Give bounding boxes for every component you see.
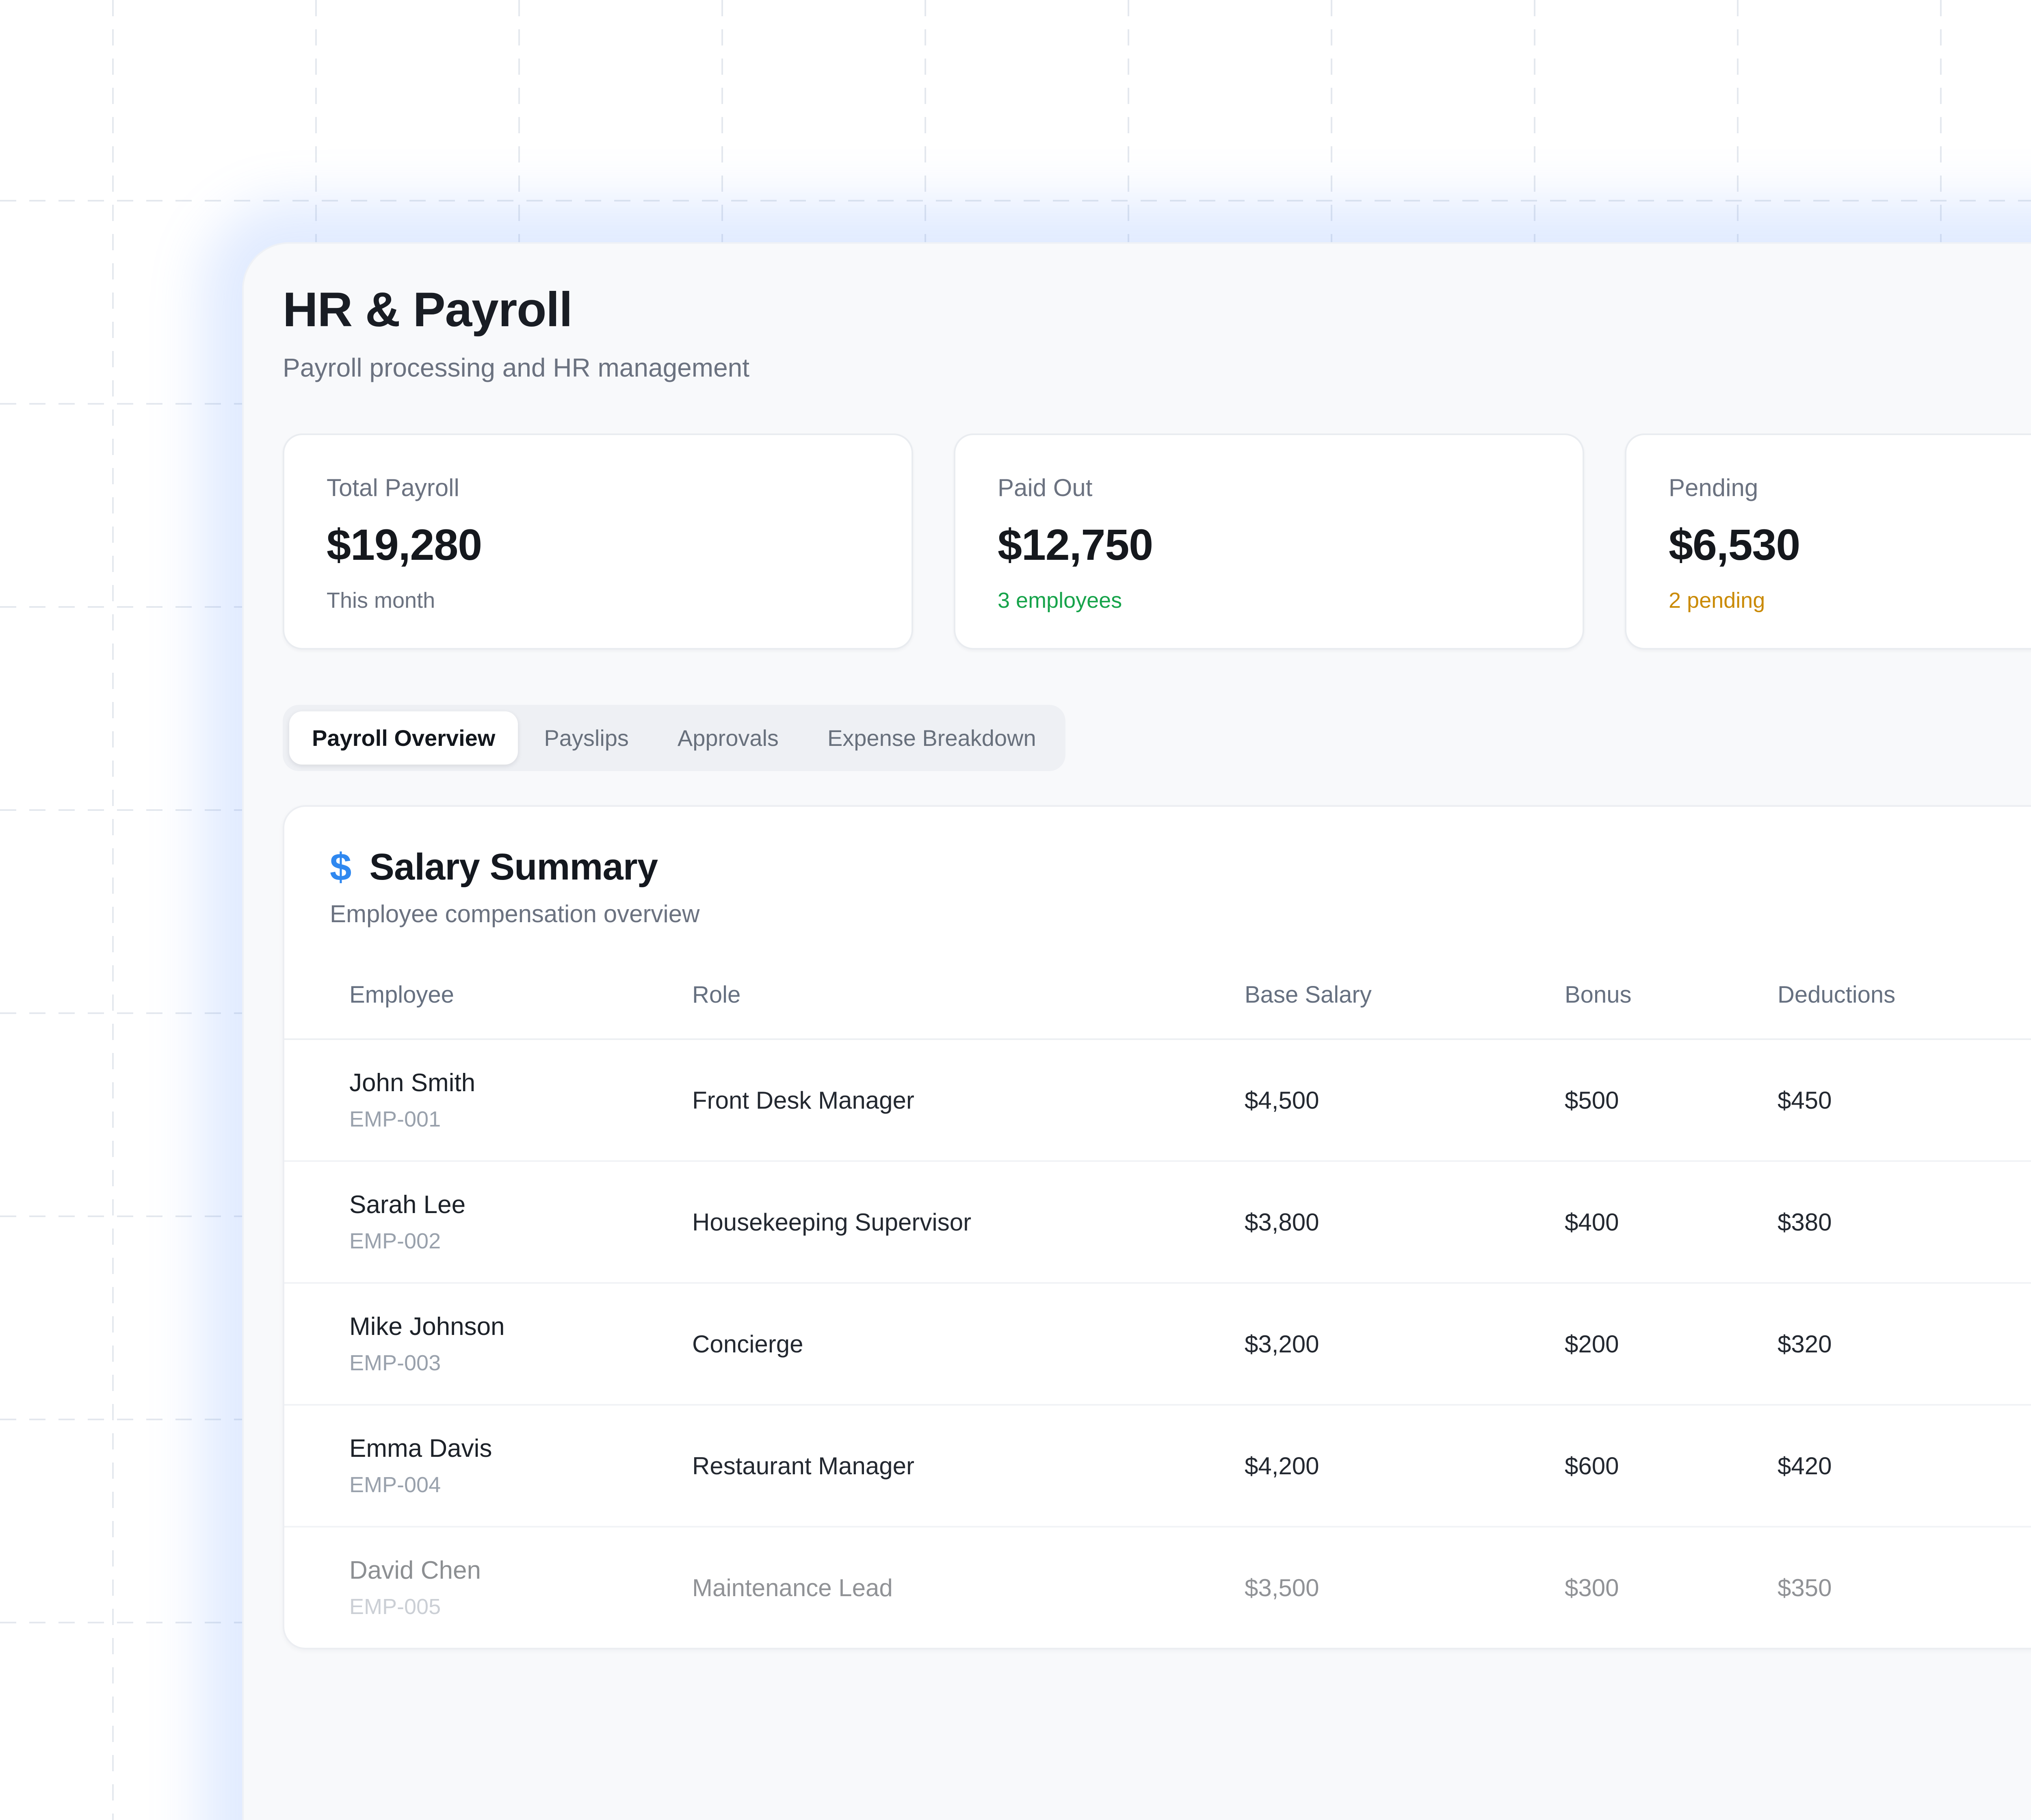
table-row: Sarah Lee EMP-002 Housekeeping Superviso… (284, 1162, 2031, 1284)
role-cell: Housekeeping Supervisor (692, 1208, 972, 1236)
employee-name: Mike Johnson (349, 1312, 505, 1341)
table-header-row: Employee Role Base Salary Bonus Deductio… (284, 951, 2031, 1040)
tab-bar: Payroll Overview Payslips Approvals Expe… (283, 705, 1065, 771)
base-salary-cell: $3,800 (1245, 1208, 1319, 1236)
dollar-icon: $ (330, 845, 352, 889)
bonus-cell: $400 (1565, 1208, 1619, 1236)
salary-summary-header: $ Salary Summary Employee compensation o… (284, 807, 2031, 951)
table-row: David Chen EMP-005 Maintenance Lead $3,5… (284, 1528, 2031, 1648)
deductions-cell: $420 (1778, 1452, 1832, 1480)
role-cell: Concierge (692, 1330, 803, 1358)
page-header: HR & Payroll Payroll processing and HR m… (283, 283, 2031, 385)
employee-cell: Emma Davis EMP-004 (349, 1434, 692, 1498)
bonus-cell: $500 (1565, 1086, 1619, 1114)
column-header-deductions: Deductions (1778, 981, 1896, 1008)
tab-approvals[interactable]: Approvals (677, 725, 779, 751)
deductions-cell: $380 (1778, 1208, 1832, 1236)
role-cell: Maintenance Lead (692, 1574, 893, 1601)
employee-name: David Chen (349, 1556, 481, 1584)
stat-card-paid-out: Paid Out $12,750 3 employees (954, 433, 1584, 650)
column-header-base-salary: Base Salary (1245, 981, 1372, 1008)
employee-id: EMP-004 (349, 1473, 441, 1497)
stat-label: Total Payroll (327, 474, 459, 502)
employee-cell: Mike Johnson EMP-003 (349, 1312, 692, 1376)
column-header-employee: Employee (349, 981, 454, 1008)
salary-summary-card: $ Salary Summary Employee compensation o… (283, 805, 2031, 1650)
role-cell: Restaurant Manager (692, 1452, 914, 1480)
stat-label: Paid Out (998, 474, 1093, 502)
role-cell: Front Desk Manager (692, 1086, 914, 1114)
stat-label: Pending (1669, 474, 1758, 502)
stat-note: 3 employees (998, 588, 1122, 613)
stat-value: $12,750 (998, 520, 1153, 570)
table-row: Mike Johnson EMP-003 Concierge $3,200 $2… (284, 1284, 2031, 1406)
page-title: HR & Payroll (283, 282, 573, 337)
page-title-block: HR & Payroll Payroll processing and HR m… (283, 283, 749, 385)
stat-card-total-payroll: Total Payroll $19,280 This month (283, 433, 913, 650)
column-header-bonus: Bonus (1565, 981, 1632, 1008)
stat-value: $6,530 (1669, 520, 1800, 570)
base-salary-cell: $3,200 (1245, 1330, 1319, 1358)
employee-id: EMP-002 (349, 1229, 441, 1254)
stat-value: $19,280 (327, 520, 482, 570)
base-salary-cell: $4,500 (1245, 1086, 1319, 1114)
stats-row: Total Payroll $19,280 This month Paid Ou… (283, 433, 2031, 650)
page-subtitle: Payroll processing and HR management (283, 353, 750, 382)
base-salary-cell: $3,500 (1245, 1574, 1319, 1601)
table-row: Emma Davis EMP-004 Restaurant Manager $4… (284, 1406, 2031, 1528)
deductions-cell: $450 (1778, 1086, 1832, 1114)
employee-name: Sarah Lee (349, 1190, 466, 1219)
tab-payroll-overview[interactable]: Payroll Overview (289, 711, 518, 765)
stat-note: This month (327, 588, 435, 613)
employee-cell: David Chen EMP-005 (349, 1556, 692, 1620)
employee-id: EMP-005 (349, 1595, 441, 1619)
tab-expense-breakdown[interactable]: Expense Breakdown (827, 725, 1036, 751)
employee-id: EMP-003 (349, 1351, 441, 1376)
stat-note: 2 pending (1669, 588, 1765, 613)
employee-name: John Smith (349, 1068, 476, 1097)
employee-id: EMP-001 (349, 1107, 441, 1132)
table-row: John Smith EMP-001 Front Desk Manager $4… (284, 1040, 2031, 1162)
employee-cell: John Smith EMP-001 (349, 1068, 692, 1133)
column-header-role: Role (692, 981, 741, 1008)
base-salary-cell: $4,200 (1245, 1452, 1319, 1480)
deductions-cell: $350 (1778, 1574, 1832, 1601)
salary-summary-subtitle: Employee compensation overview (330, 900, 700, 928)
bonus-cell: $600 (1565, 1452, 1619, 1480)
stat-card-pending: Pending $6,530 2 pending (1625, 433, 2031, 650)
salary-summary-title: Salary Summary (369, 846, 658, 888)
hr-payroll-panel: HR & Payroll Payroll processing and HR m… (244, 244, 2031, 1820)
deductions-cell: $320 (1778, 1330, 1832, 1358)
bonus-cell: $300 (1565, 1574, 1619, 1601)
tab-payslips[interactable]: Payslips (544, 725, 629, 751)
bonus-cell: $200 (1565, 1330, 1619, 1358)
employee-name: Emma Davis (349, 1434, 492, 1462)
employee-cell: Sarah Lee EMP-002 (349, 1190, 692, 1254)
